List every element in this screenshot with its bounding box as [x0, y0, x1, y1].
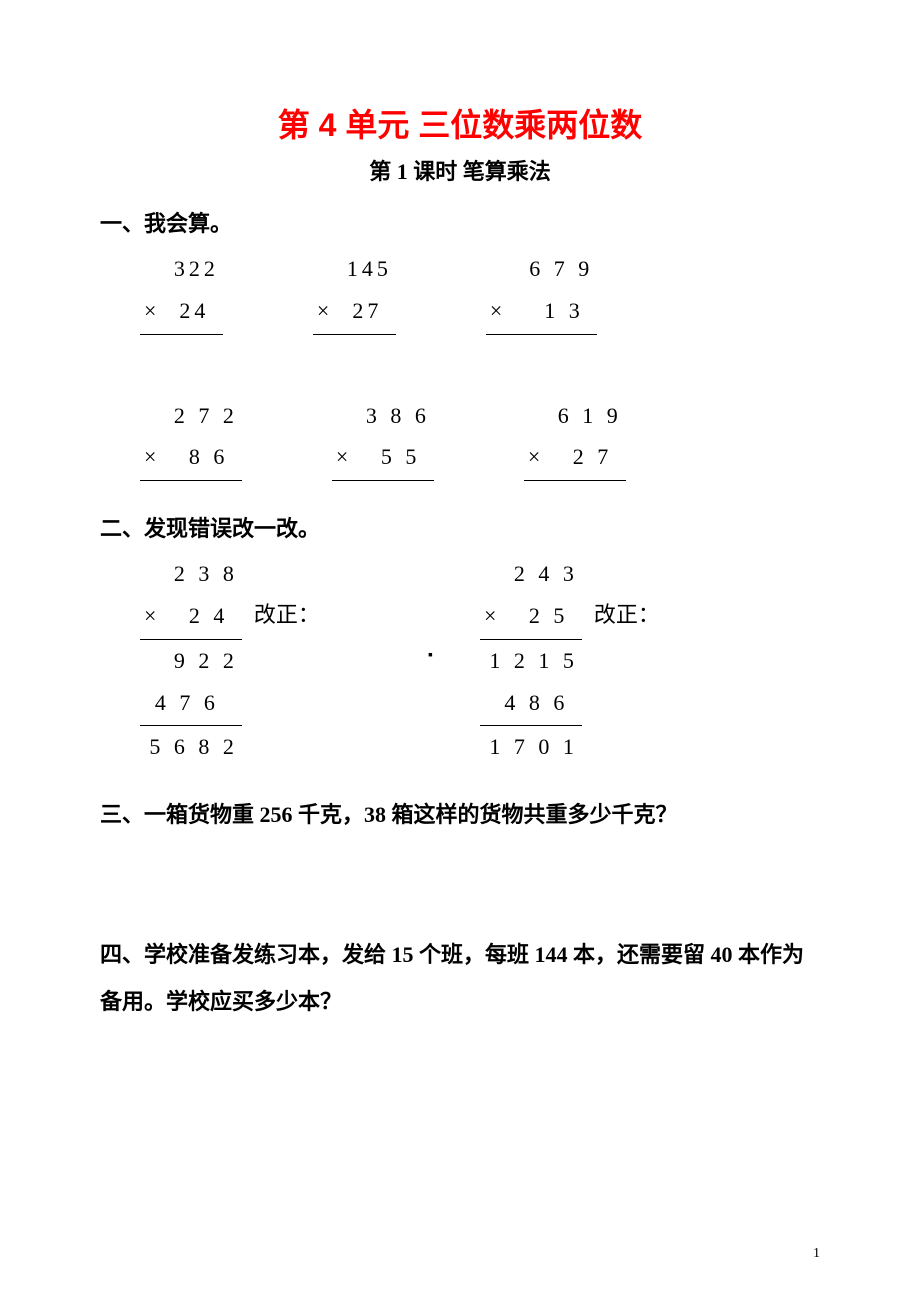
problem-1-3: 6 7 9 × 1 3: [486, 248, 597, 335]
multiplicand: 322: [140, 248, 223, 290]
problem-2-1: 2 7 2 × 8 6: [140, 395, 242, 482]
problem-1-1: 322 × 24: [140, 248, 223, 335]
partial-2: 4 8 6: [480, 682, 582, 727]
multiplicand: 145: [313, 248, 396, 290]
multiplicand: 6 1 9: [524, 395, 626, 437]
correction-label: 改正：: [594, 597, 660, 629]
multiplicand: 2 7 2: [140, 395, 242, 437]
lesson-title: 第 1 课时 笔算乘法: [100, 154, 820, 186]
partial-1: 1 2 1 5: [480, 640, 582, 682]
section-2-heading: 二、发现错误改一改。: [100, 511, 820, 543]
multiplicand: 3 8 6: [332, 395, 434, 437]
section-4-text: 四、学校准备发练习本，发给 15 个班，每班 144 本，还需要留 40 本作为…: [100, 932, 820, 1024]
multiplier: × 8 6: [140, 436, 242, 481]
multiplicand: 2 4 3: [480, 553, 582, 595]
multiplicand: 6 7 9: [486, 248, 597, 290]
problem-2-3: 6 1 9 × 2 7: [524, 395, 626, 482]
worked-problem: 2 4 3 × 2 5 1 2 1 5 4 8 6 1 7 0 1: [480, 553, 582, 768]
problems-row-1: 322 × 24 145 × 27 6 7 9 × 1 3: [140, 248, 820, 335]
multiplier: × 24: [140, 290, 223, 335]
partial-2: 4 7 6: [140, 682, 242, 727]
problem-2-2: 3 8 6 × 5 5: [332, 395, 434, 482]
result: 1 7 0 1: [480, 726, 582, 768]
section-3-text: 三、一箱货物重 256 千克，38 箱这样的货物共重多少千克？: [100, 792, 820, 838]
correction-label: 改正：: [254, 597, 320, 629]
section-1-heading: 一、我会算。: [100, 206, 820, 238]
problems-row-2: 2 7 2 × 8 6 3 8 6 × 5 5 6 1 9 × 2 7: [140, 395, 820, 482]
page-number: 1: [813, 1246, 820, 1262]
unit-title: 第 4 单元 三位数乘两位数: [100, 100, 820, 146]
correction-2: 2 4 3 × 2 5 1 2 1 5 4 8 6 1 7 0 1 改正：: [480, 553, 660, 768]
center-mark-icon: ▪: [428, 648, 433, 664]
spacer: [100, 848, 820, 908]
multiplier: × 1 3: [486, 290, 597, 335]
worksheet-page: 第 4 单元 三位数乘两位数 第 1 课时 笔算乘法 一、我会算。 322 × …: [0, 0, 920, 1302]
problem-1-2: 145 × 27: [313, 248, 396, 335]
multiplier: × 5 5: [332, 436, 434, 481]
multiplier: × 2 7: [524, 436, 626, 481]
multiplier: × 2 4: [140, 595, 242, 640]
correction-1: 2 3 8 × 2 4 9 2 2 4 7 6 5 6 8 2 改正：: [140, 553, 320, 768]
correction-row: 2 3 8 × 2 4 9 2 2 4 7 6 5 6 8 2 改正： 2 4 …: [140, 553, 820, 768]
multiplicand: 2 3 8: [140, 553, 242, 595]
result: 5 6 8 2: [140, 726, 242, 768]
multiplier: × 2 5: [480, 595, 582, 640]
multiplier: × 27: [313, 290, 396, 335]
partial-1: 9 2 2: [140, 640, 242, 682]
worked-problem: 2 3 8 × 2 4 9 2 2 4 7 6 5 6 8 2: [140, 553, 242, 768]
